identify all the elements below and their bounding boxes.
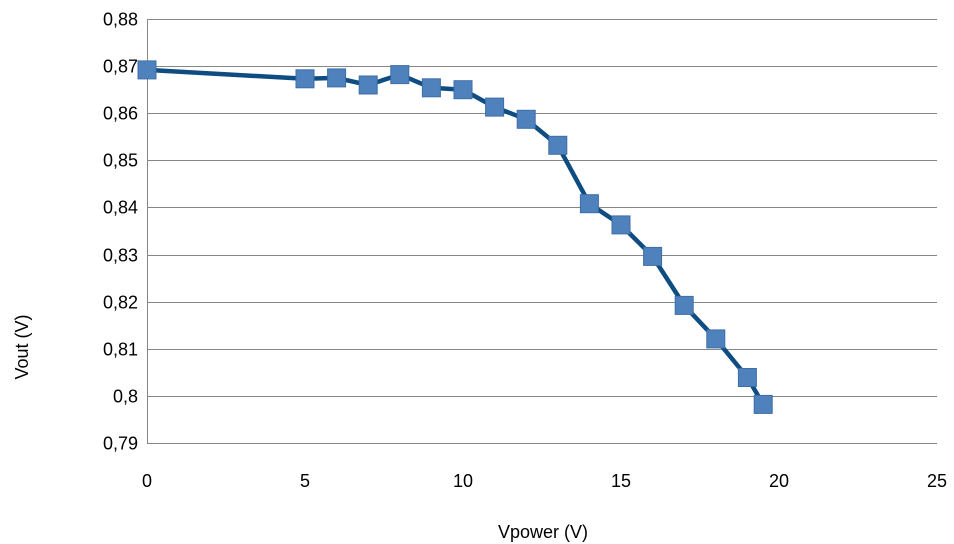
y-tick-labels: 0,79 0,8 0,81 0,82 0,83 0,84 0,85 0,86 0,87 0,88 <box>103 10 138 454</box>
y-tick-label: 0,8 <box>113 387 138 407</box>
x-tick-label: 15 <box>611 471 631 491</box>
data-point-marker <box>390 65 410 85</box>
data-point-marker <box>579 194 599 214</box>
x-tick-label: 25 <box>927 471 947 491</box>
data-point-marker <box>453 80 473 100</box>
y-tick-label: 0,81 <box>103 340 138 360</box>
data-point-marker <box>327 68 347 88</box>
y-tick-label: 0,82 <box>103 293 138 313</box>
y-axis-title: Vout (V) <box>12 314 32 379</box>
y-tick-label: 0,84 <box>103 198 138 218</box>
x-tick-label: 10 <box>453 471 473 491</box>
data-point-marker <box>753 394 773 414</box>
data-point-marker <box>643 246 663 266</box>
data-point-marker <box>485 97 505 117</box>
y-tick-label: 0,88 <box>103 10 138 30</box>
data-point-marker <box>706 329 726 349</box>
data-point-marker <box>611 215 631 235</box>
y-tick-label: 0,87 <box>103 57 138 77</box>
x-axis-title: Vpower (V) <box>498 522 588 542</box>
gridlines <box>147 19 937 444</box>
series-line <box>144 67 766 407</box>
series-group <box>137 60 773 414</box>
y-tick-label: 0,83 <box>103 246 138 266</box>
data-point-marker <box>421 78 441 98</box>
axes <box>147 19 937 444</box>
data-point-marker <box>548 135 568 155</box>
data-point-marker <box>358 75 378 95</box>
data-point-marker <box>516 109 536 129</box>
y-tick-label: 0,86 <box>103 104 138 124</box>
data-point-marker <box>137 60 157 80</box>
x-tick-labels: 0 5 10 15 20 25 <box>142 471 947 491</box>
x-tick-label: 5 <box>300 471 310 491</box>
x-tick-label: 0 <box>142 471 152 491</box>
y-tick-label: 0,85 <box>103 151 138 171</box>
data-point-marker <box>295 69 315 89</box>
data-point-marker <box>737 368 757 387</box>
data-point-marker <box>674 295 694 315</box>
x-tick-label: 20 <box>769 471 789 491</box>
y-tick-label: 0,79 <box>103 434 138 454</box>
